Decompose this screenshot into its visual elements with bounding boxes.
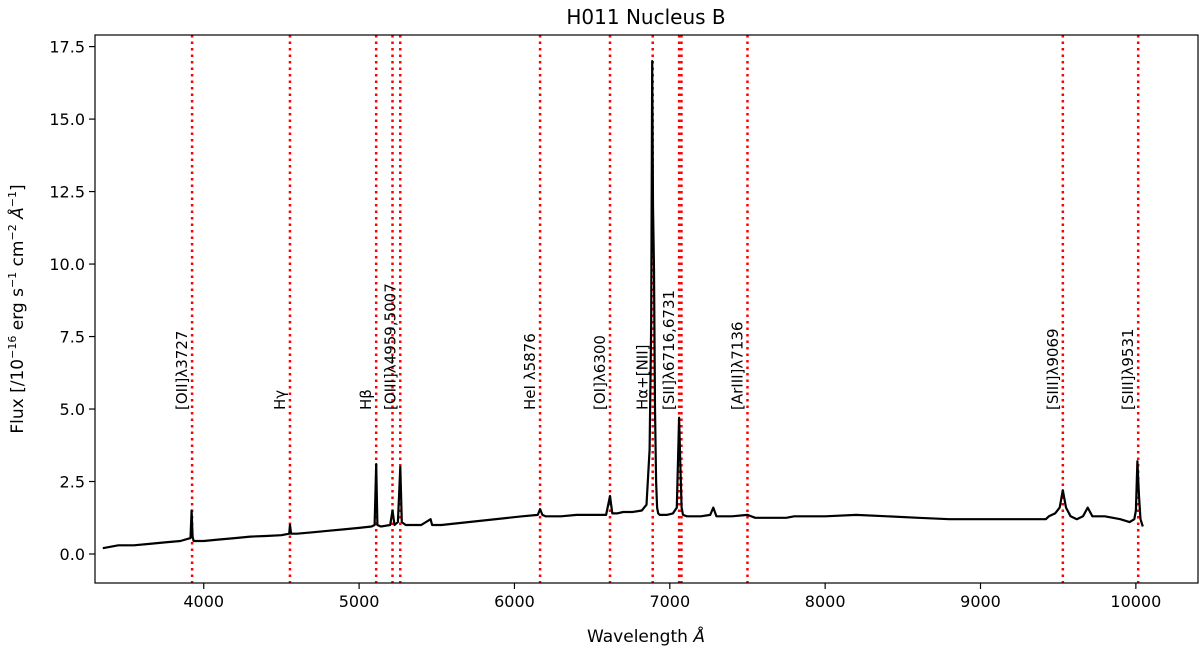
y-tick-label: 7.5 (60, 328, 85, 347)
emission-line-label: [OI]λ6300 (591, 335, 609, 410)
emission-line-label: [ArIII]λ7136 (728, 322, 746, 410)
emission-line-labels: [OII]λ3727 Hγ Hβ [OIII]λ4959,5007 HeI λ5876 [… (173, 283, 1137, 410)
emission-line-label: Hα+[NII] (634, 344, 652, 410)
emission-line-label: [SIII]λ9069 (1044, 328, 1062, 410)
emission-line-label: HeI λ5876 (521, 333, 539, 410)
x-tick-label: 10000 (1110, 592, 1161, 611)
emission-line-label: [OIII]λ4959,5007 (381, 283, 399, 410)
x-axis-ticks: 4000 5000 6000 7000 8000 9000 10000 (183, 583, 1161, 611)
y-tick-label: 10.0 (49, 255, 85, 274)
spectrum-series (102, 59, 1144, 550)
spectrum-line (102, 59, 1144, 550)
x-tick-label: 9000 (960, 592, 1001, 611)
y-axis-label: Flux [/10−16 erg s−1 cm−2 Å−1] (6, 184, 28, 433)
emission-line-label: Hγ (271, 390, 289, 410)
y-tick-label: 17.5 (49, 38, 85, 57)
y-tick-label: 15.0 (49, 110, 85, 129)
y-axis-ticks: 0.0 2.5 5.0 7.5 10.0 12.5 15.0 17.5 (49, 38, 95, 564)
y-tick-label: 12.5 (49, 183, 85, 202)
emission-line-label: Hβ (357, 389, 375, 410)
y-tick-label: 0.0 (60, 545, 85, 564)
x-tick-label: 8000 (805, 592, 846, 611)
x-tick-label: 6000 (494, 592, 535, 611)
x-tick-label: 5000 (339, 592, 380, 611)
emission-line-label: [SII]λ6716,6731 (660, 290, 678, 410)
y-tick-label: 2.5 (60, 473, 85, 492)
chart-title: H011 Nucleus B (566, 5, 725, 29)
x-tick-label: 4000 (183, 592, 224, 611)
plot-frame (94, 34, 1199, 584)
emission-line-label: [OII]λ3727 (173, 331, 191, 410)
x-tick-label: 7000 (649, 592, 690, 611)
y-tick-label: 5.0 (60, 400, 85, 419)
x-axis-label: Wavelength Å (587, 625, 705, 647)
emission-line-label: [SIII]λ9531 (1119, 328, 1137, 410)
